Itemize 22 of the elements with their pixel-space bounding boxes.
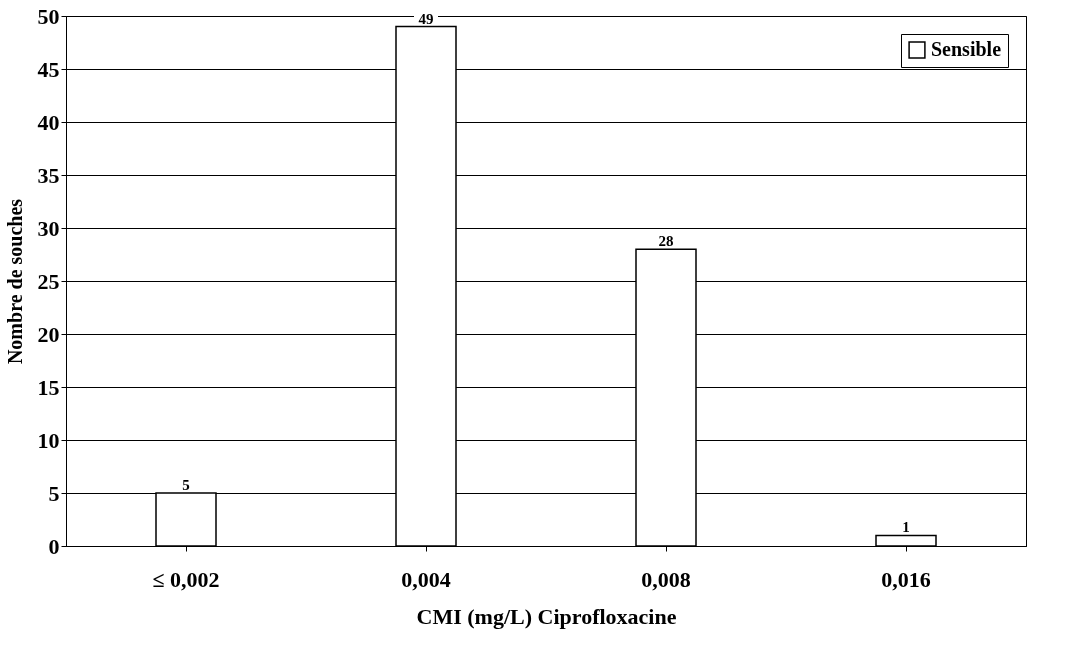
y-tick-label: 5 <box>48 480 60 506</box>
data-label: 49 <box>418 10 434 27</box>
x-tick-label: 0,016 <box>881 566 931 592</box>
data-label: 5 <box>182 477 190 493</box>
y-tick-label: 25 <box>37 268 60 294</box>
legend-label: Sensible <box>931 38 1002 60</box>
y-tick-label: 45 <box>37 56 60 82</box>
y-tick-label: 35 <box>37 162 60 188</box>
y-tick-label: 20 <box>37 321 60 347</box>
y-tick-label: 10 <box>37 427 60 453</box>
y-tick-label: 0 <box>48 533 60 559</box>
y-axis-title: Nombre de souches <box>3 198 26 365</box>
x-tick-label: 0,008 <box>641 566 691 592</box>
x-tick-label: 0,004 <box>401 566 451 592</box>
data-label: 1 <box>902 519 910 536</box>
x-axis-title: CMI (mg/L) Ciprofloxacine <box>416 603 677 629</box>
x-tick-label: ≤ 0,002 <box>152 566 220 592</box>
y-tick-label: 40 <box>37 109 60 135</box>
y-tick-label: 50 <box>37 3 60 29</box>
data-label: 28 <box>658 233 674 250</box>
y-tick-label: 15 <box>37 374 60 400</box>
y-tick-label: 30 <box>37 215 60 241</box>
